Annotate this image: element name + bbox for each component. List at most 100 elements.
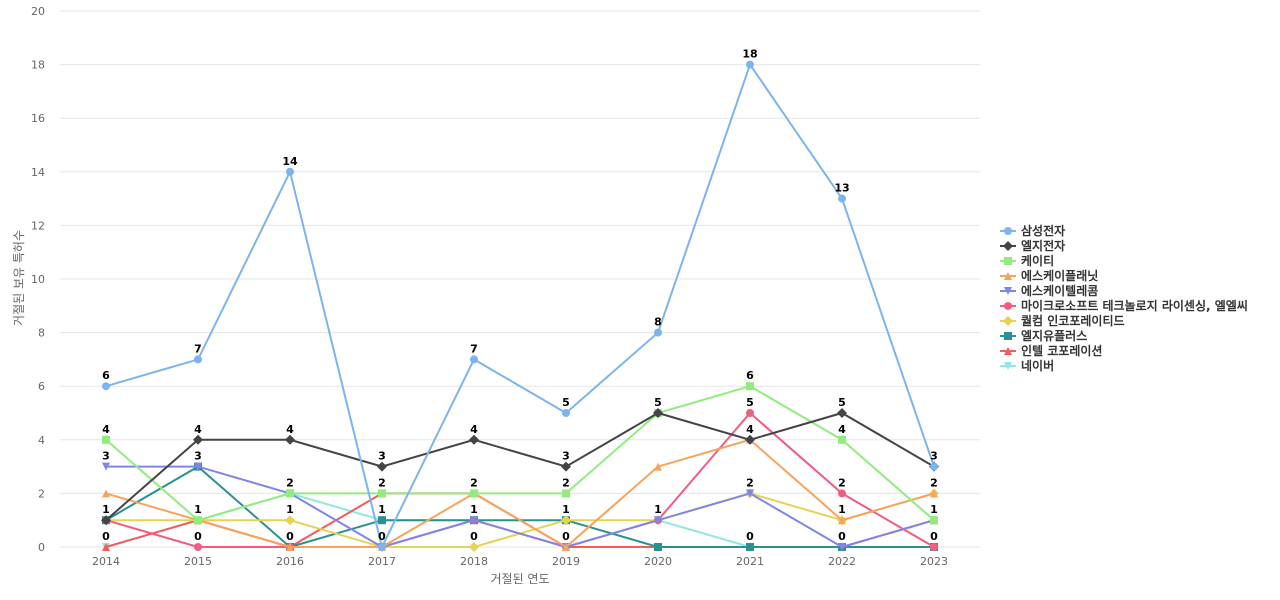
series-2: [101, 408, 939, 526]
data-label: 2: [930, 476, 938, 489]
data-label: 0: [102, 530, 110, 543]
y-tick-label: 6: [38, 380, 45, 393]
legend-marker: [1004, 257, 1012, 265]
data-point: [102, 435, 110, 444]
legend-item[interactable]: 네이버: [1000, 358, 1054, 373]
data-point: [654, 543, 662, 551]
series-1: [102, 60, 938, 551]
data-label: 0: [378, 530, 386, 543]
data-point: [746, 489, 754, 498]
data-label: 8: [654, 316, 662, 329]
legend-marker: [1004, 332, 1012, 340]
legend-item[interactable]: 에스케이텔레콤: [1000, 283, 1098, 298]
legend-item[interactable]: 에스케이플래닛: [1000, 268, 1098, 283]
data-point: [286, 167, 294, 176]
legend-marker: [1003, 316, 1013, 326]
legend-label: 삼성전자: [1021, 223, 1065, 238]
legend-item[interactable]: 삼성전자: [1000, 223, 1065, 238]
y-tick-label: 0: [38, 541, 45, 554]
legend-label: 케이티: [1021, 253, 1054, 268]
y-tick-label: 20: [31, 5, 45, 18]
data-point: [930, 543, 938, 551]
data-label: 6: [746, 369, 754, 382]
data-label: 1: [378, 503, 386, 516]
y-axis-title: 거절된 보유 특허수: [12, 230, 26, 326]
legend-marker: [1004, 347, 1012, 355]
x-tick-label: 2019: [552, 555, 580, 568]
legend-item[interactable]: 엘지전자: [1000, 238, 1065, 253]
x-tick-label: 2017: [368, 555, 396, 568]
y-tick-label: 18: [31, 59, 45, 72]
x-axis-title: 거절된 연도: [490, 572, 549, 586]
data-label: 1: [838, 503, 846, 516]
data-point: [837, 408, 847, 418]
data-label: 14: [282, 155, 298, 168]
legend-item[interactable]: 케이티: [1000, 253, 1054, 268]
series-line: [106, 465, 935, 549]
data-label: 4: [470, 423, 478, 436]
legend-item[interactable]: 마이크로소프트 테크놀로지 라이센싱, 엘엘씨: [1000, 298, 1248, 313]
data-label: 18: [742, 48, 757, 61]
data-point: [378, 489, 386, 498]
y-tick-label: 4: [38, 434, 45, 447]
data-point: [194, 355, 202, 364]
data-label: 4: [194, 423, 202, 436]
legend-marker: [1004, 227, 1012, 235]
x-tick-label: 2015: [184, 555, 212, 568]
data-point: [194, 462, 202, 471]
data-point: [378, 516, 386, 525]
legend-item[interactable]: 퀄컴 인코포레이티드: [1000, 313, 1125, 328]
data-point: [930, 516, 938, 525]
series-line: [105, 438, 935, 549]
data-point: [561, 461, 571, 472]
data-label: 0: [194, 530, 202, 543]
data-point: [654, 328, 662, 337]
series-line: [105, 465, 934, 549]
series-5: [102, 462, 938, 551]
data-label: 0: [286, 530, 294, 543]
legend-item[interactable]: 인텔 코포레이션: [1000, 343, 1102, 358]
data-label: 1: [930, 503, 938, 516]
data-point: [102, 489, 110, 498]
data-label: 2: [378, 476, 386, 489]
data-label: 4: [838, 423, 846, 436]
data-label: 5: [746, 396, 754, 409]
data-label: 13: [834, 182, 849, 195]
data-point: [654, 462, 662, 471]
data-point: [470, 516, 478, 525]
data-label: 1: [470, 503, 478, 516]
legend-marker: [1004, 302, 1012, 310]
data-point: [838, 194, 846, 203]
data-label: 1: [562, 503, 570, 516]
x-tick-label: 2023: [920, 555, 948, 568]
data-point: [745, 434, 755, 445]
data-label: 2: [286, 476, 294, 489]
data-label: 2: [562, 476, 570, 489]
data-label: 6: [102, 369, 110, 382]
x-tick-label: 2022: [828, 555, 856, 568]
data-point: [838, 516, 846, 525]
data-label: 3: [562, 450, 570, 463]
data-point: [562, 409, 570, 417]
series-group: [101, 60, 939, 552]
data-label: 0: [838, 530, 846, 543]
data-point: [561, 515, 571, 526]
series-3: [102, 382, 938, 525]
legend-item[interactable]: 엘지유플러스: [1000, 328, 1087, 343]
data-point: [102, 382, 110, 391]
data-label: 4: [286, 423, 294, 436]
data-label: 2: [470, 476, 478, 489]
data-point: [470, 355, 478, 364]
data-label: 1: [194, 503, 202, 516]
data-label: 7: [470, 342, 478, 355]
data-point: [746, 409, 754, 417]
x-tick-label: 2020: [644, 555, 672, 568]
data-point: [930, 489, 938, 498]
legend-label: 엘지유플러스: [1021, 328, 1087, 343]
legend-marker: [1004, 287, 1012, 295]
y-tick-label: 16: [31, 112, 45, 125]
data-point: [193, 434, 203, 445]
data-label: 0: [930, 530, 938, 543]
